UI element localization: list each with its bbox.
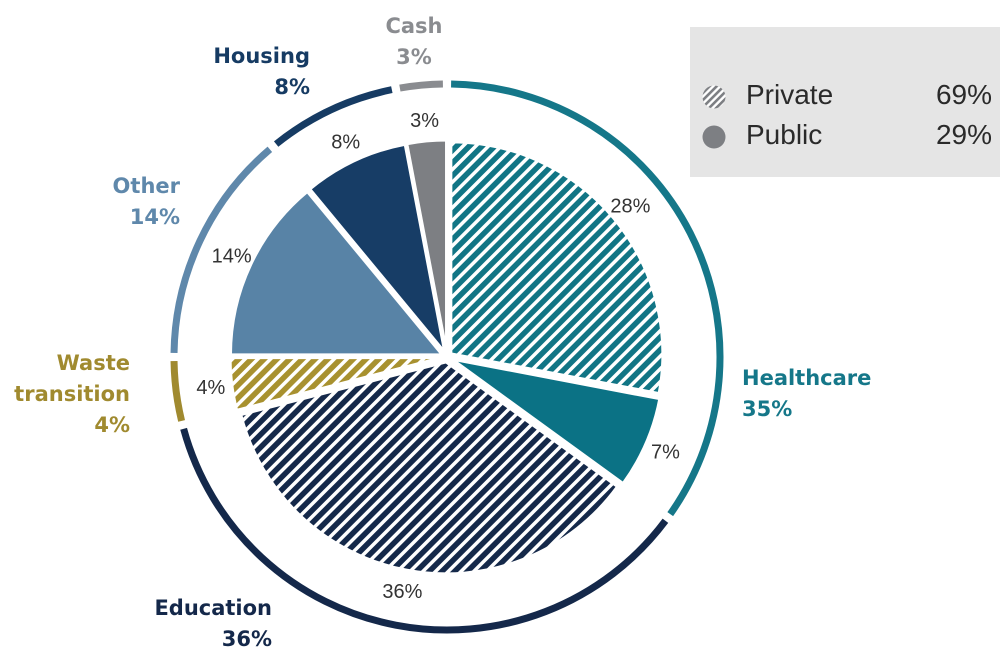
category-label: Education 36% bbox=[154, 596, 272, 651]
hatched-circle-icon bbox=[702, 85, 726, 109]
solid-circle-icon bbox=[702, 125, 726, 149]
pie-slices bbox=[228, 138, 665, 576]
category-arc bbox=[180, 427, 669, 634]
pie-slice bbox=[449, 140, 665, 396]
category-ring bbox=[170, 80, 724, 634]
slice-value-label: 14% bbox=[212, 246, 252, 268]
slice-value-label: 28% bbox=[610, 195, 650, 217]
slice-value-label: 4% bbox=[196, 377, 225, 399]
legend: Private 69% Public 29% bbox=[690, 27, 1000, 177]
slice-labels: 28% 7% 36% 4% 14% 8% 3% bbox=[196, 110, 680, 603]
legend-item-private: Private 69% bbox=[702, 79, 992, 115]
category-label: Housing 8% bbox=[213, 44, 310, 99]
category-arc bbox=[273, 86, 393, 147]
pie-slice bbox=[405, 138, 449, 353]
legend-value: 69% bbox=[935, 79, 992, 110]
category-label: Healthcare 35% bbox=[742, 366, 871, 421]
pie-slice bbox=[228, 356, 443, 413]
pie-slice bbox=[450, 357, 662, 486]
legend-label: Public bbox=[746, 119, 823, 150]
pie-slice bbox=[238, 360, 620, 576]
legend-item-public: Public 29% bbox=[702, 119, 992, 155]
slice-value-label: 7% bbox=[651, 442, 680, 464]
pie-slice bbox=[307, 142, 447, 354]
category-arc bbox=[170, 146, 273, 353]
pie-slice bbox=[228, 189, 446, 357]
category-label: Cash 3% bbox=[385, 14, 442, 69]
category-arc bbox=[170, 361, 185, 422]
slice-value-label: 8% bbox=[331, 132, 360, 154]
category-label: Other 14% bbox=[113, 174, 181, 229]
slice-value-label: 3% bbox=[410, 110, 439, 132]
slice-value-label: 36% bbox=[382, 581, 422, 603]
legend-value: 29% bbox=[935, 119, 992, 150]
category-label: Waste transition 4% bbox=[14, 351, 130, 437]
category-arc bbox=[399, 80, 443, 92]
category-labels: Healthcare 35% Education 36% Waste transition… bbox=[14, 14, 871, 651]
category-arc bbox=[451, 80, 724, 517]
legend-label: Private bbox=[746, 79, 834, 110]
